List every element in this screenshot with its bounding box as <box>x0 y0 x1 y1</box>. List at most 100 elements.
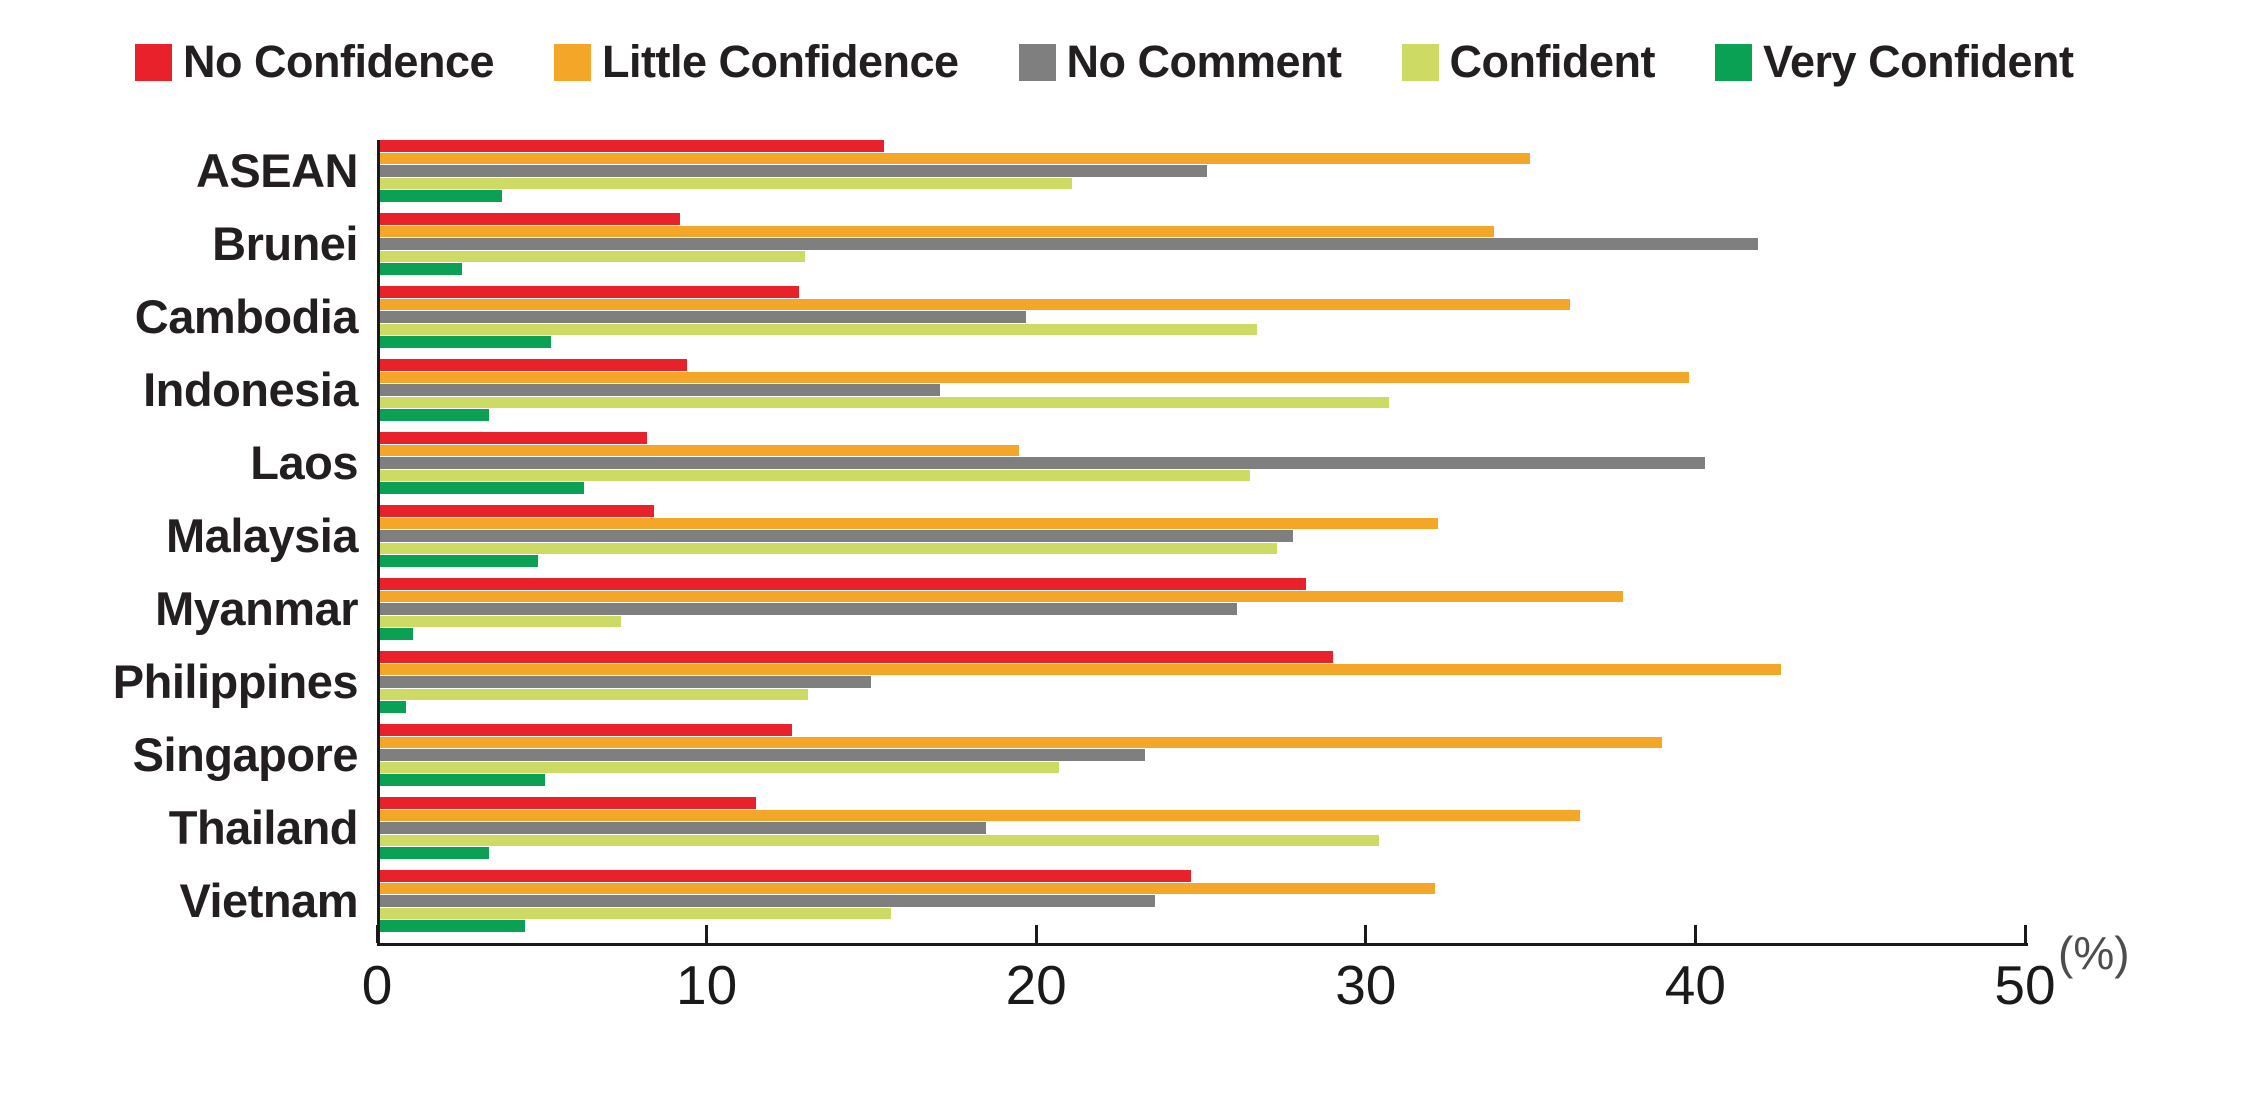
bar-very-confident <box>380 847 489 859</box>
category-row-myanmar: Myanmar <box>155 578 2028 651</box>
bar-little-confidence <box>380 663 1781 676</box>
bar-no-comment <box>380 530 1293 542</box>
bar-very-confident <box>380 701 407 713</box>
bar-confident <box>380 761 1059 774</box>
bar-confident <box>380 907 891 920</box>
x-axis-tick <box>1034 925 1038 943</box>
bar-no-comment <box>380 749 1145 761</box>
bar-group <box>380 286 2028 348</box>
bar-group <box>380 724 2028 786</box>
category-label: Philippines <box>112 655 359 708</box>
category-row-thailand: Thailand <box>169 797 2028 870</box>
bar-little-confidence <box>380 225 1495 238</box>
bar-little-confidence <box>380 517 1439 530</box>
category-row-malaysia: Malaysia <box>166 505 2028 578</box>
bar-very-confident <box>380 555 539 567</box>
bar-confident <box>380 834 1379 847</box>
bar-no-confidence <box>380 797 756 809</box>
category-label: Singapore <box>132 728 359 781</box>
legend-item-little-confidence: Little Confidence <box>554 36 959 88</box>
bar-no-comment <box>380 603 1237 615</box>
category-row-indonesia: Indonesia <box>143 359 2028 432</box>
legend-swatch-icon <box>1018 43 1056 81</box>
legend-item-confident: Confident <box>1401 36 1655 88</box>
x-axis-tick <box>705 925 709 943</box>
bar-confident <box>380 250 806 263</box>
legend-item-no-comment: No Comment <box>1018 36 1343 88</box>
bar-group <box>380 359 2028 421</box>
bar-group <box>380 870 2028 932</box>
bar-very-confident <box>380 336 552 348</box>
category-row-vietnam: Vietnam <box>180 870 2028 943</box>
legend-label: Little Confidence <box>602 36 959 87</box>
bar-very-confident <box>380 482 585 494</box>
category-row-brunei: Brunei <box>212 213 2028 286</box>
legend-swatch-icon <box>554 43 592 81</box>
category-label: ASEAN <box>195 144 359 197</box>
legend-swatch-icon <box>135 43 172 81</box>
x-axis-tick-label: 20 <box>1005 954 1067 1016</box>
legend-label: No Confidence <box>183 36 495 87</box>
bar-no-comment <box>380 676 872 688</box>
bar-no-confidence <box>380 140 885 152</box>
x-axis-tick-label: 30 <box>1335 954 1397 1016</box>
category-row-asean: ASEAN <box>196 140 2028 213</box>
bar-no-confidence <box>380 432 647 444</box>
bar-very-confident <box>380 774 545 786</box>
category-label: Indonesia <box>143 363 358 416</box>
category-row-singapore: Singapore <box>133 724 2028 797</box>
legend-swatch-icon <box>1401 43 1439 81</box>
bar-no-confidence <box>380 359 687 371</box>
bar-confident <box>380 469 1251 482</box>
category-row-laos: Laos <box>250 432 2028 505</box>
bar-no-confidence <box>380 578 1307 590</box>
category-label: Brunei <box>212 217 358 270</box>
legend: No Confidence Little Confidence No Comment… <box>135 36 2074 88</box>
bar-group <box>380 505 2028 567</box>
bar-group <box>380 797 2028 859</box>
bar-little-confidence <box>380 809 1580 822</box>
bar-no-confidence <box>380 505 654 517</box>
x-axis-tick-label: 50 <box>1994 954 2056 1016</box>
legend-label: Very Confident <box>1762 36 2074 87</box>
bar-no-comment <box>380 822 987 834</box>
bar-no-confidence <box>380 724 792 736</box>
category-label: Laos <box>250 436 358 489</box>
bar-very-confident <box>380 920 526 932</box>
bar-little-confidence <box>380 298 1570 311</box>
bar-little-confidence <box>380 371 1689 384</box>
plot-area: ASEAN Brunei Cambodia Indonesia Laos Malaysia… <box>113 140 2028 943</box>
bar-very-confident <box>380 263 463 275</box>
axis-unit-label: (%) <box>2058 927 2130 979</box>
bar-no-comment <box>380 895 1155 907</box>
bar-no-comment <box>380 165 1208 177</box>
category-label: Cambodia <box>134 290 359 343</box>
legend-swatch-icon <box>1714 43 1752 81</box>
bar-confident <box>380 177 1073 190</box>
bar-group <box>380 140 2028 202</box>
bar-no-comment <box>380 384 941 396</box>
bar-no-confidence <box>380 286 799 298</box>
bar-little-confidence <box>380 444 1020 457</box>
x-axis-tick-label: 10 <box>676 954 738 1016</box>
legend-item-very-confident: Very Confident <box>1714 36 2074 88</box>
bar-no-comment <box>380 311 1027 323</box>
category-label: Vietnam <box>179 874 359 927</box>
legend-label: No Comment <box>1066 36 1343 87</box>
bar-little-confidence <box>380 736 1663 749</box>
x-axis-tick-label: 0 <box>361 954 393 1016</box>
bar-no-confidence <box>380 651 1333 663</box>
bar-confident <box>380 542 1277 555</box>
bar-little-confidence <box>380 882 1435 895</box>
x-axis-tick <box>375 925 379 943</box>
bar-confident <box>380 688 809 701</box>
bar-confident <box>380 615 621 628</box>
bar-confident <box>380 323 1257 336</box>
bar-no-comment <box>380 457 1705 469</box>
bar-group <box>380 651 2028 713</box>
bar-group <box>380 578 2028 640</box>
x-axis-line <box>377 943 2028 946</box>
bar-no-confidence <box>380 213 680 225</box>
x-axis-tick <box>1693 925 1697 943</box>
